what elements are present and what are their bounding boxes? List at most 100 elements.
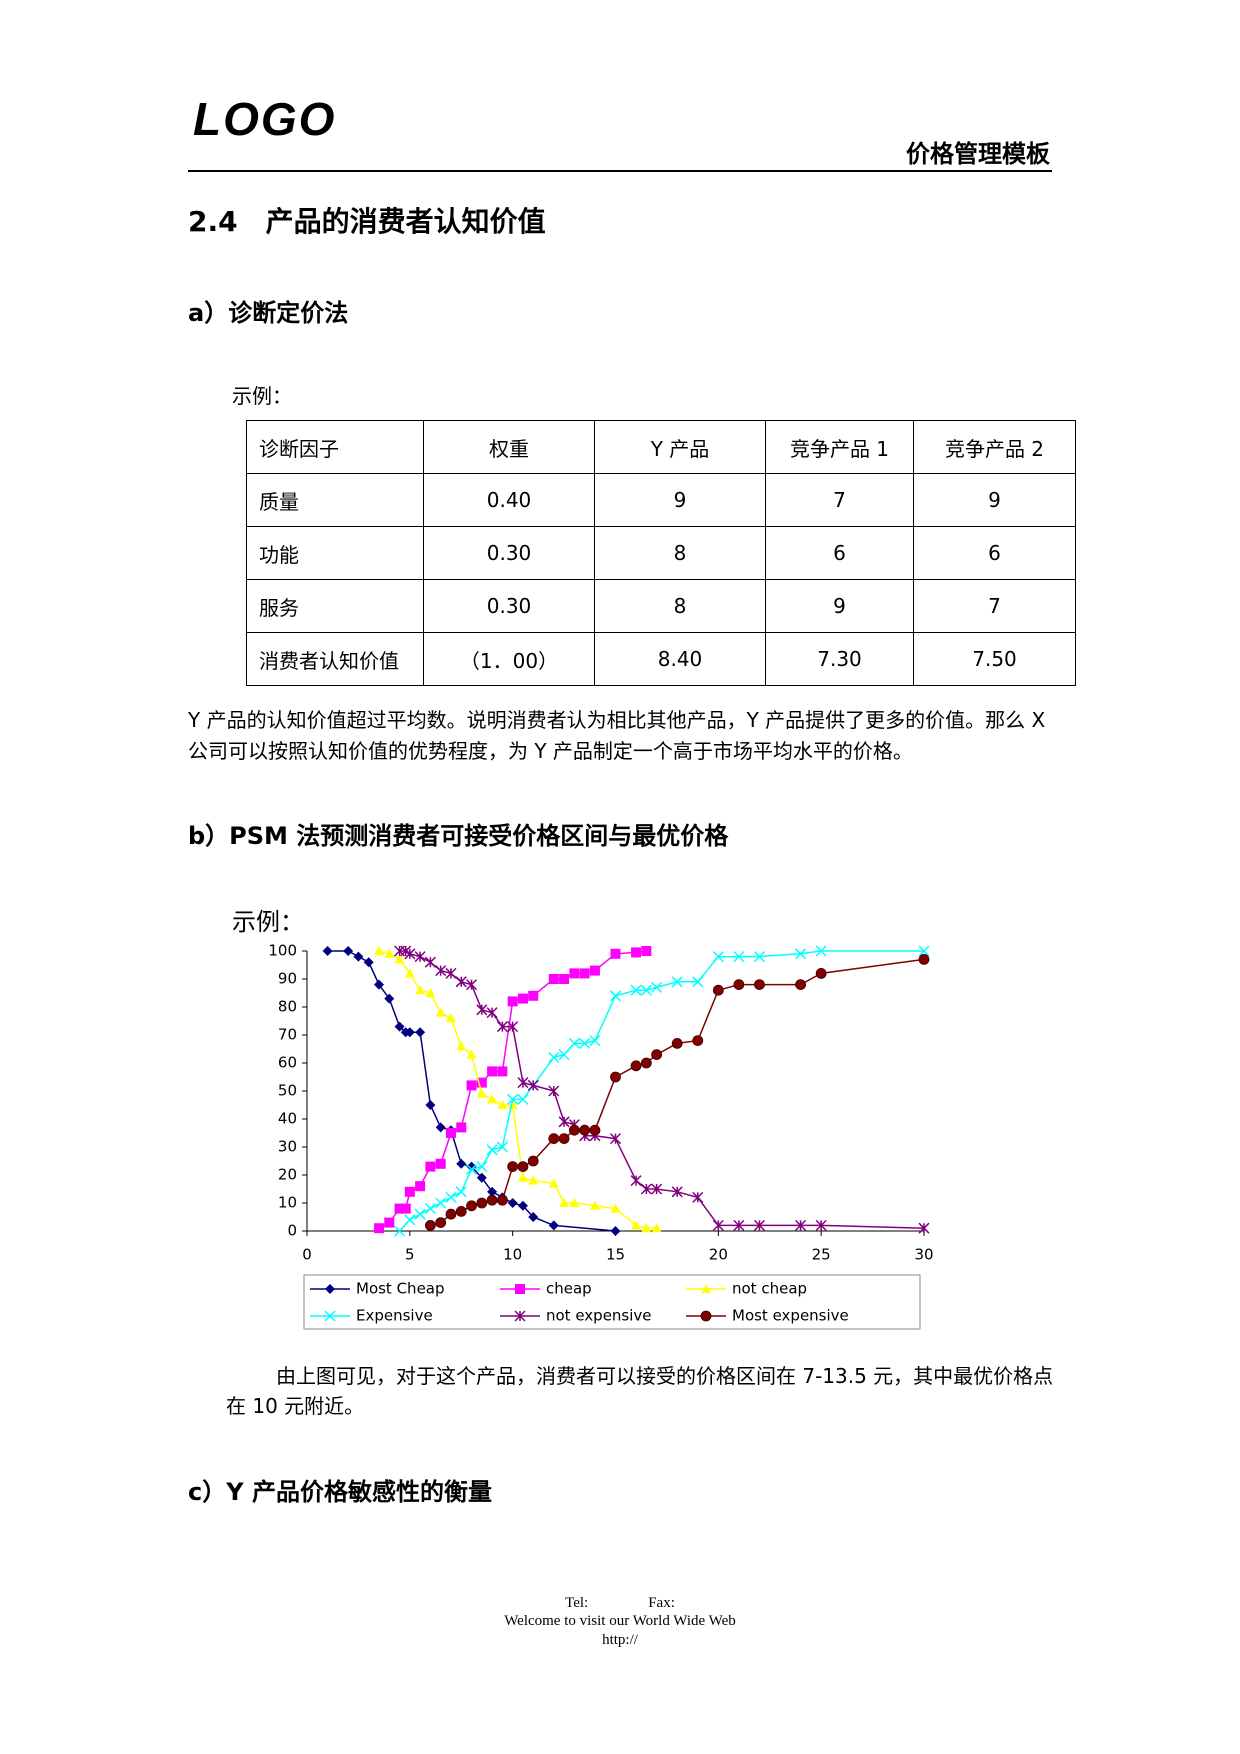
y-tick-label: 10: [278, 1194, 297, 1212]
marker: [424, 956, 436, 968]
marker: [322, 946, 333, 956]
marker: [384, 948, 395, 958]
example-label: 示例：: [232, 384, 292, 408]
marker: [795, 979, 806, 990]
cell: 功能: [246, 526, 424, 580]
cell: 9: [765, 579, 914, 633]
marker: [548, 1133, 560, 1145]
marker: [528, 1175, 539, 1185]
marker: [579, 1037, 591, 1049]
marker: [815, 968, 827, 979]
marker: [692, 1191, 704, 1203]
marker: [815, 945, 827, 957]
marker: [548, 1220, 559, 1231]
marker: [486, 1194, 498, 1206]
footer-welcome: Welcome to visit our World Wide Web: [504, 1613, 736, 1629]
marker: [414, 951, 426, 963]
marker: [445, 967, 457, 979]
marker: [435, 1197, 447, 1209]
cell: 8.40: [594, 632, 766, 686]
marker: [466, 1163, 478, 1175]
marker: [589, 1035, 601, 1047]
marker: [527, 1079, 539, 1091]
legend-box: [303, 1274, 921, 1330]
header-cell: 诊断因子: [246, 420, 424, 474]
x-tick-label: 0: [302, 1246, 312, 1264]
series-line: [378, 950, 657, 1229]
y-tick-label: 100: [268, 942, 297, 960]
marker: [517, 1093, 529, 1105]
marker: [445, 1208, 457, 1220]
marker: [610, 948, 621, 959]
y-tick-label: 50: [278, 1082, 297, 1100]
marker: [569, 968, 580, 979]
marker: [517, 993, 528, 1004]
marker: [324, 1310, 336, 1322]
marker: [400, 1203, 411, 1214]
marker: [558, 1133, 570, 1145]
legend-label: not cheap: [732, 1280, 807, 1298]
header-cell: 权重: [423, 420, 595, 474]
marker: [610, 1071, 621, 1083]
marker: [373, 946, 384, 955]
marker: [476, 1161, 488, 1173]
marker: [692, 976, 704, 988]
marker: [918, 1222, 930, 1234]
marker: [455, 976, 467, 988]
marker: [558, 1116, 570, 1128]
marker: [445, 1013, 456, 1023]
marker: [558, 1049, 570, 1061]
cell: 7: [913, 579, 1076, 633]
marker: [404, 1027, 415, 1038]
marker: [517, 1200, 528, 1211]
marker: [559, 974, 570, 984]
header-cell: 竞争产品 1: [765, 420, 914, 474]
marker: [589, 1124, 601, 1136]
marker: [466, 979, 478, 991]
marker: [404, 948, 416, 960]
cell: 7.50: [913, 632, 1076, 686]
marker: [589, 1200, 600, 1210]
y-tick-label: 80: [278, 998, 297, 1016]
marker: [610, 1226, 621, 1236]
logo: LOGO: [193, 93, 337, 145]
cell: 9: [913, 473, 1076, 527]
y-tick-label: 70: [278, 1026, 297, 1044]
marker: [641, 946, 652, 956]
marker: [507, 1021, 519, 1033]
header-cell: 竞争产品 2: [913, 420, 1076, 474]
y-tick-label: 90: [278, 970, 297, 988]
marker: [795, 1219, 807, 1231]
cell: （1．00）: [423, 632, 595, 686]
marker: [692, 1035, 704, 1046]
marker: [496, 1021, 508, 1033]
marker: [559, 1198, 570, 1207]
marker: [456, 1041, 467, 1051]
legend-label: Most expensive: [732, 1307, 849, 1325]
paragraph: Y 产品的认知价值超过平均数。说明消费者认为相比其他产品，Y 产品提供了更多的价…: [188, 708, 1046, 763]
marker: [733, 1219, 745, 1231]
cell: 9: [594, 473, 766, 527]
marker: [435, 1007, 446, 1017]
marker: [404, 1186, 415, 1197]
marker: [496, 1194, 508, 1206]
marker: [733, 951, 745, 963]
marker: [445, 1128, 456, 1138]
marker: [507, 1100, 518, 1109]
marker: [651, 1223, 662, 1233]
example-label: 示例：: [232, 908, 304, 936]
marker: [476, 1172, 487, 1183]
marker: [435, 1122, 446, 1133]
marker: [384, 1217, 395, 1228]
marker: [435, 1158, 446, 1169]
marker: [507, 1198, 518, 1208]
cell: 7: [765, 473, 914, 527]
x-tick-label: 10: [503, 1246, 522, 1264]
cell: 6: [765, 526, 914, 580]
x-tick-label: 25: [812, 1246, 831, 1264]
marker: [631, 947, 642, 958]
footer-contact: Tel: Fax:: [0, 1595, 1240, 1612]
marker: [579, 1124, 591, 1136]
marker: [753, 1219, 765, 1231]
marker: [528, 1212, 539, 1222]
